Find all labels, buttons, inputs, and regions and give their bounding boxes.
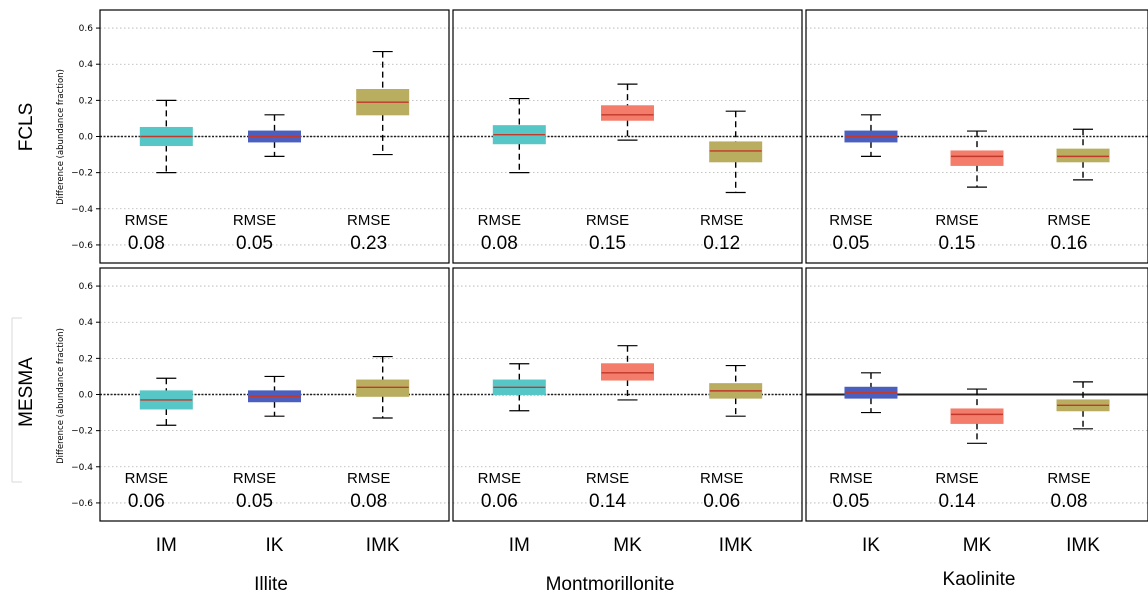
rmse-value: 0.16	[1051, 233, 1088, 254]
box-olive	[1056, 148, 1110, 163]
y-tick-label: 0.6	[79, 24, 94, 34]
rmse-label: RMSE	[233, 212, 276, 229]
category-label: IK	[266, 535, 284, 556]
rmse-value: 0.06	[481, 491, 518, 512]
rmse-value: 0.08	[1051, 491, 1088, 512]
rmse-value: 0.06	[128, 491, 165, 512]
box-salmon	[601, 363, 654, 381]
rmse-value: 0.15	[589, 233, 626, 254]
box-olive	[709, 141, 763, 163]
rmse-label: RMSE	[478, 212, 521, 229]
y-tick-label: −0.4	[71, 463, 93, 473]
rmse-value: 0.05	[832, 491, 869, 512]
box-olive	[356, 379, 410, 397]
y-tick-label: −0.6	[71, 241, 93, 251]
rmse-value: 0.15	[939, 233, 976, 254]
rmse-value: 0.05	[832, 233, 869, 254]
category-label: IM	[509, 535, 530, 556]
y-tick-label: −0.2	[71, 169, 93, 179]
rmse-label: RMSE	[586, 470, 629, 487]
panels: 0.6 0.4 0.2 0.0 −0.2 −0.4 −0.6 RMSE 0.08 RMSE 0.05…	[71, 9, 1148, 556]
rmse-label: RMSE	[935, 470, 978, 487]
row-label-mesma: MESMA	[16, 357, 37, 427]
y-tick-label: 0.0	[79, 391, 94, 401]
y-tick-label: 0.2	[79, 96, 93, 106]
rmse-value: 0.05	[236, 491, 273, 512]
category-label: IMK	[719, 535, 753, 556]
y-tick-label: 0.2	[79, 354, 93, 364]
rmse-label: RMSE	[1047, 470, 1090, 487]
rmse-label: RMSE	[1047, 212, 1090, 229]
row-label-fcls: FCLS	[16, 103, 37, 152]
category-label: IM	[156, 535, 177, 556]
y-tick-label: 0.0	[79, 133, 94, 143]
rmse-label: RMSE	[347, 470, 390, 487]
y-axis-title-fcls: Difference (abundance fraction)	[56, 69, 66, 205]
rmse-value: 0.14	[939, 491, 976, 512]
category-label: IMK	[1066, 535, 1100, 556]
y-tick-label: 0.4	[79, 60, 94, 70]
category-label: MK	[963, 535, 992, 556]
rmse-label: RMSE	[125, 212, 168, 229]
panel-frame	[805, 9, 1148, 264]
panel-frame	[99, 267, 450, 522]
rmse-value: 0.05	[236, 233, 273, 254]
y-tick-label: −0.2	[71, 427, 93, 437]
rmse-label: RMSE	[829, 470, 872, 487]
y-tick-label: −0.4	[71, 205, 93, 215]
panel-frame	[452, 9, 803, 264]
panel-frame	[452, 267, 803, 522]
rmse-label: RMSE	[829, 212, 872, 229]
panel-frame	[99, 9, 450, 264]
box-salmon	[950, 150, 1004, 166]
group-label-montmorillonite: Montmorillonite	[546, 574, 675, 595]
rmse-value: 0.08	[350, 491, 387, 512]
rmse-value: 0.12	[703, 233, 740, 254]
group-label-kaolinite: Kaolinite	[943, 569, 1016, 590]
rmse-label: RMSE	[700, 470, 743, 487]
category-label: MK	[613, 535, 642, 556]
y-tick-label: −0.6	[71, 499, 93, 509]
box-salmon	[950, 408, 1004, 424]
y-tick-label: 0.6	[79, 282, 94, 292]
rmse-label: RMSE	[478, 470, 521, 487]
category-label: IMK	[366, 535, 400, 556]
rmse-value: 0.08	[481, 233, 518, 254]
panel-frame	[805, 267, 1148, 522]
group-label-illite: Illite	[254, 574, 288, 595]
rmse-value: 0.23	[350, 233, 387, 254]
rmse-label: RMSE	[935, 212, 978, 229]
category-label: IK	[862, 535, 880, 556]
rmse-label: RMSE	[700, 212, 743, 229]
rmse-label: RMSE	[125, 470, 168, 487]
rmse-label: RMSE	[586, 212, 629, 229]
rmse-label: RMSE	[347, 212, 390, 229]
rmse-label: RMSE	[233, 470, 276, 487]
rmse-value: 0.06	[703, 491, 740, 512]
rmse-value: 0.14	[589, 491, 626, 512]
box-salmon	[601, 105, 654, 121]
rmse-value: 0.08	[128, 233, 165, 254]
y-axis-title-mesma: Difference (abundance fraction)	[56, 328, 66, 464]
y-tick-label: 0.4	[79, 318, 94, 328]
